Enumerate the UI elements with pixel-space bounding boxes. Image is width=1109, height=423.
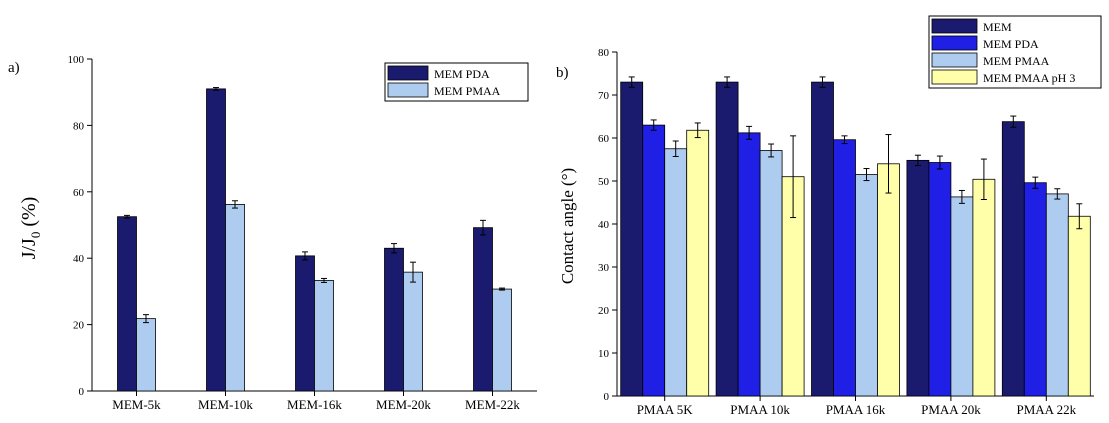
bar-mem-pmaa	[403, 271, 423, 392]
x-tick-label: MEM-16k	[287, 397, 342, 412]
y-tick-label: 100	[68, 54, 85, 66]
y-tick-label: 20	[73, 320, 85, 332]
legend: MEM MEM PDA MEM PMAA MEM PMAA pH 3	[928, 15, 1102, 89]
x-tick-label: MEM-22k	[465, 397, 520, 412]
y-tick-label: 10	[598, 348, 610, 360]
bar-mem-pmaa	[1045, 193, 1069, 397]
bar-mem	[1001, 121, 1025, 397]
legend-label: MEM	[983, 20, 1012, 34]
legend-label: MEM PMAA pH 3	[983, 71, 1075, 85]
panel-label-b: b)	[556, 65, 569, 81]
bar-mem-pda	[928, 162, 952, 397]
bar-mem-pda	[384, 247, 404, 392]
legend-label: MEM PMAA	[434, 84, 501, 98]
legend-label: MEM PMAA	[983, 54, 1050, 68]
y-tick-label: 80	[73, 120, 85, 132]
y-tick-label: 50	[598, 176, 610, 188]
bar-mem-pmaa	[314, 280, 334, 392]
legend-swatch	[931, 35, 978, 51]
bar-mem-pda	[1023, 182, 1047, 397]
legend-swatch	[931, 52, 978, 68]
bar-mem-pmaa	[759, 150, 783, 397]
legend-swatch	[387, 82, 429, 98]
bar-mem-pda	[642, 124, 666, 397]
legend-swatch	[387, 65, 429, 81]
x-tick-label: PMAA 22k	[1016, 402, 1076, 417]
bar-mem-pda	[473, 227, 493, 392]
bar-mem-pmaa-ph-3	[686, 129, 710, 397]
y-axis-label-b: Contact angle (°)	[558, 168, 577, 284]
bar-mem-pmaa-ph-3	[972, 178, 996, 397]
y-tick-label: 80	[598, 47, 610, 59]
x-tick-label: MEM-20k	[376, 397, 431, 412]
bar-mem	[906, 159, 930, 397]
legend-swatch	[931, 69, 978, 85]
y-tick-label: 0	[79, 386, 85, 398]
bar-mem	[620, 81, 644, 397]
bar-mem-pda	[737, 132, 761, 397]
x-tick-label: PMAA 16k	[826, 402, 886, 417]
bar-mem	[811, 81, 834, 397]
legend-label: MEM PDA	[983, 37, 1039, 51]
y-tick-label: 60	[598, 133, 610, 145]
legend: MEM PDA MEM PMAA	[384, 62, 529, 102]
chart-panel-a: a) J/J0 (%) 0 20 40 60 80 100 MEM-5k MEM-10k MEM…	[8, 54, 537, 412]
bar-mem-pda	[833, 139, 856, 397]
bar-mem-pmaa	[225, 204, 245, 392]
y-tick-label: 70	[598, 90, 610, 102]
bar-mem-pmaa	[950, 196, 974, 397]
bar-mem-pmaa-ph-3	[1067, 215, 1091, 397]
bar-mem-pmaa	[492, 288, 512, 392]
x-tick-label: PMAA 10k	[730, 402, 790, 417]
chart-panel-b: b) Contact angle (°) 0 10 20 30 40 50 60 70 80 PM…	[556, 15, 1102, 417]
y-tick-label: 20	[598, 305, 610, 317]
legend-label: MEM PDA	[434, 67, 490, 81]
bar-mem-pmaa	[136, 318, 156, 392]
y-tick-label: 60	[73, 187, 85, 199]
x-tick-label: MEM-5k	[112, 397, 161, 412]
plot-area-a: 0 20 40 60 80 100 MEM-5k MEM-10k MEM-16k MEM-20k M…	[68, 54, 537, 412]
bar-mem-pda	[295, 255, 315, 392]
y-axis-label-a: J/J0 (%)	[18, 197, 43, 260]
x-tick-label: PMAA 20k	[921, 402, 981, 417]
plot-area-b: 0 10 20 30 40 50 60 70 80 PMAA 5K PMAA 10k PMAA 16k…	[598, 15, 1102, 417]
y-tick-label: 40	[73, 253, 85, 265]
panel-label-a: a)	[8, 60, 20, 76]
bar-mem-pda	[206, 88, 226, 392]
legend-swatch	[931, 18, 978, 34]
bar-mem	[715, 81, 739, 397]
x-tick-label: PMAA 5K	[637, 402, 694, 417]
y-tick-label: 0	[604, 391, 610, 403]
bar-mem-pmaa	[855, 174, 878, 397]
x-tick-label: MEM-10k	[198, 397, 253, 412]
y-tick-label: 40	[598, 219, 610, 231]
bar-mem-pmaa	[664, 148, 688, 397]
bar-mem-pda	[117, 216, 137, 392]
bar-mem-pmaa-ph-3	[877, 163, 900, 397]
y-tick-label: 30	[598, 262, 610, 274]
